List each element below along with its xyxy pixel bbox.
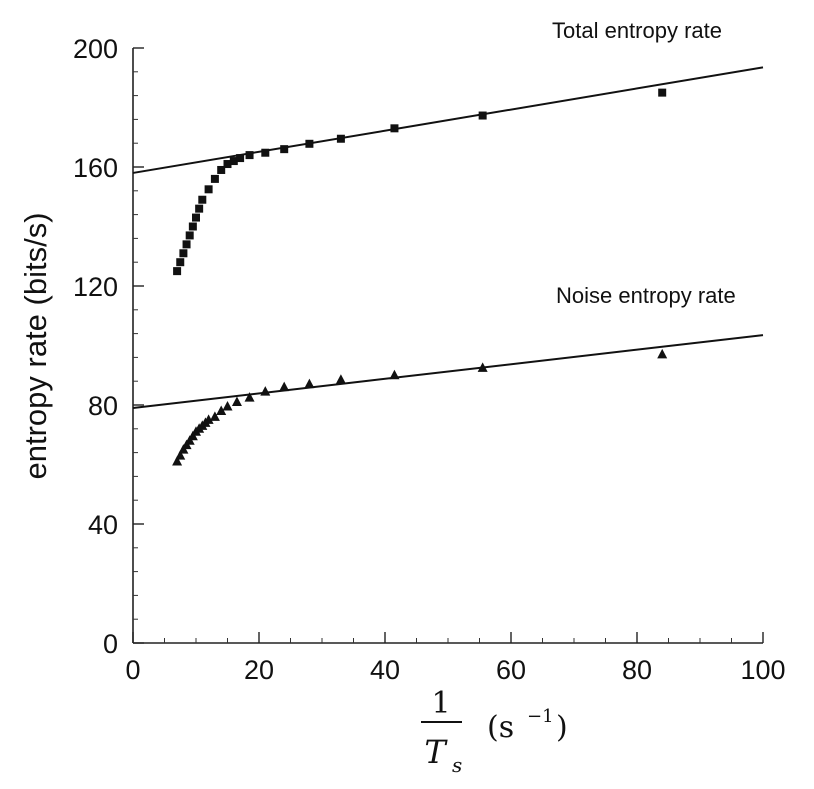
total-entropy-point: [478, 111, 487, 120]
total-entropy-point: [173, 267, 182, 276]
x-label-unit-open: (s: [487, 710, 514, 745]
total-entropy-point: [245, 151, 254, 160]
total-entropy-point: [236, 154, 245, 163]
total-entropy-point: [204, 185, 213, 194]
noise-entropy-point: [216, 405, 227, 415]
y-tick-label: 80: [88, 391, 118, 421]
total-entropy-point: [280, 145, 289, 154]
x-tick-label: 0: [125, 655, 140, 685]
total-entropy-point: [188, 222, 197, 231]
total-entropy-point: [179, 249, 188, 258]
total-entropy-point: [182, 240, 191, 249]
noise-entropy-point: [657, 348, 668, 359]
y-tick-label: 160: [73, 153, 118, 183]
noise-entropy-fit-line: [132, 334, 764, 409]
noise-entropy-point: [260, 386, 271, 396]
y-axis-label: entropy rate (bits/s): [18, 212, 53, 479]
noise-entropy-point: [175, 450, 186, 460]
total-entropy-point: [229, 157, 238, 166]
noise-entropy-point: [477, 362, 488, 372]
data-markers: [172, 88, 668, 466]
x-label-denominator: T: [424, 733, 448, 771]
total-entropy-fit-line: [132, 66, 764, 174]
x-label-unit-close: ): [556, 710, 568, 745]
noise-entropy-point: [222, 400, 233, 411]
x-tick-label: 100: [740, 655, 785, 685]
total-entropy-point: [658, 88, 667, 97]
ticks: [132, 47, 764, 644]
x-tick-label: 60: [496, 655, 526, 685]
y-tick-label: 200: [73, 34, 118, 64]
total-entropy-point: [223, 160, 232, 169]
total-entropy-point: [210, 174, 219, 183]
x-axis-label: 1 T s (s −1 ): [421, 686, 568, 777]
x-tick-label: 40: [370, 655, 400, 685]
noise-entropy-point: [304, 378, 315, 389]
total-entropy-point: [261, 148, 270, 157]
total-entropy-point: [336, 134, 345, 143]
x-label-unit-exponent: −1: [527, 706, 554, 727]
total-entropy-point: [192, 213, 200, 222]
annotation-noise-entropy: Noise entropy rate: [556, 283, 736, 308]
x-label-numerator: 1: [431, 686, 450, 721]
x-tick-label: 80: [622, 655, 652, 685]
total-entropy-point: [217, 165, 226, 174]
noise-entropy-point: [279, 381, 290, 392]
noise-entropy-point: [244, 392, 255, 402]
y-tick-label: 0: [103, 629, 118, 659]
total-entropy-point: [176, 258, 185, 267]
noise-entropy-point: [335, 374, 346, 384]
total-entropy-point: [198, 195, 207, 204]
noise-entropy-point: [231, 396, 242, 407]
y-tick-label: 40: [88, 510, 118, 540]
y-tick-label: 120: [73, 272, 118, 302]
noise-entropy-point: [209, 411, 220, 421]
noise-entropy-point: [203, 414, 214, 424]
annotation-total-entropy: Total entropy rate: [552, 18, 722, 43]
total-entropy-point: [185, 231, 194, 240]
total-entropy-point: [305, 139, 314, 148]
x-label-denominator-subscript: s: [452, 753, 462, 777]
x-tick-label: 20: [244, 655, 274, 685]
total-entropy-point: [390, 124, 399, 133]
total-entropy-point: [195, 204, 204, 213]
tick-labels: 0 20 40 60 80 100 0 40 80 120 160 200: [73, 34, 786, 685]
fit-lines: [132, 66, 764, 409]
noise-entropy-point: [172, 456, 183, 466]
noise-entropy-point: [389, 369, 400, 380]
